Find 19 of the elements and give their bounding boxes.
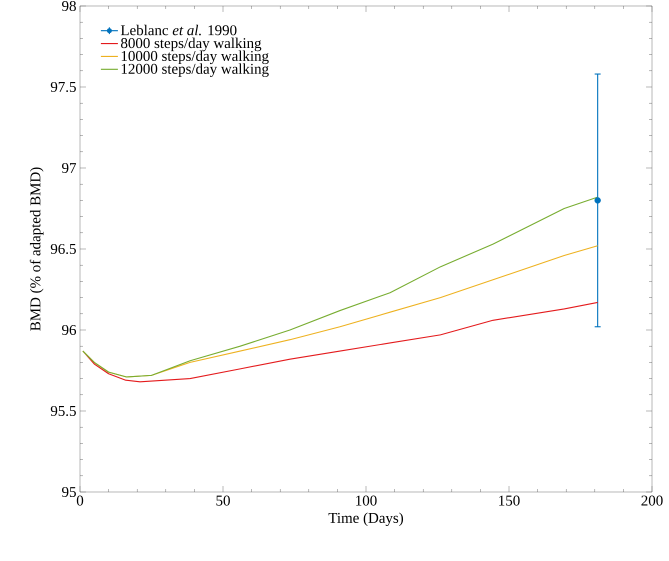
y-tick-label: 96.5 [50,244,76,254]
legend-label: 12000 steps/day walking [122,63,269,77]
y-axis-title: BMD (% of adapted BMD) [30,168,44,331]
y-tick-label: 97 [62,162,76,174]
legend-label: Leblanc et al. 1990 [120,24,236,36]
line-series [82,302,598,382]
y-tick-label: 95 [62,486,76,498]
x-tick-label: 100 [356,496,377,506]
x-tick-label: 200 [641,496,663,506]
y-tick-label: 98 [62,0,76,12]
y-tick-label: 96 [62,324,76,336]
y-tick-label: 95.5 [50,406,76,416]
x-tick-label: 0 [76,496,84,506]
x-tick-label: 150 [499,496,520,506]
legend-label: 10000 steps/day walking [122,50,269,64]
y-tick-label: 97.5 [50,82,76,92]
legend-label: 8000 steps/day walking [121,38,262,52]
x-tick-label: 50 [216,496,230,506]
x-axis-title: Time (Days) [328,512,404,526]
